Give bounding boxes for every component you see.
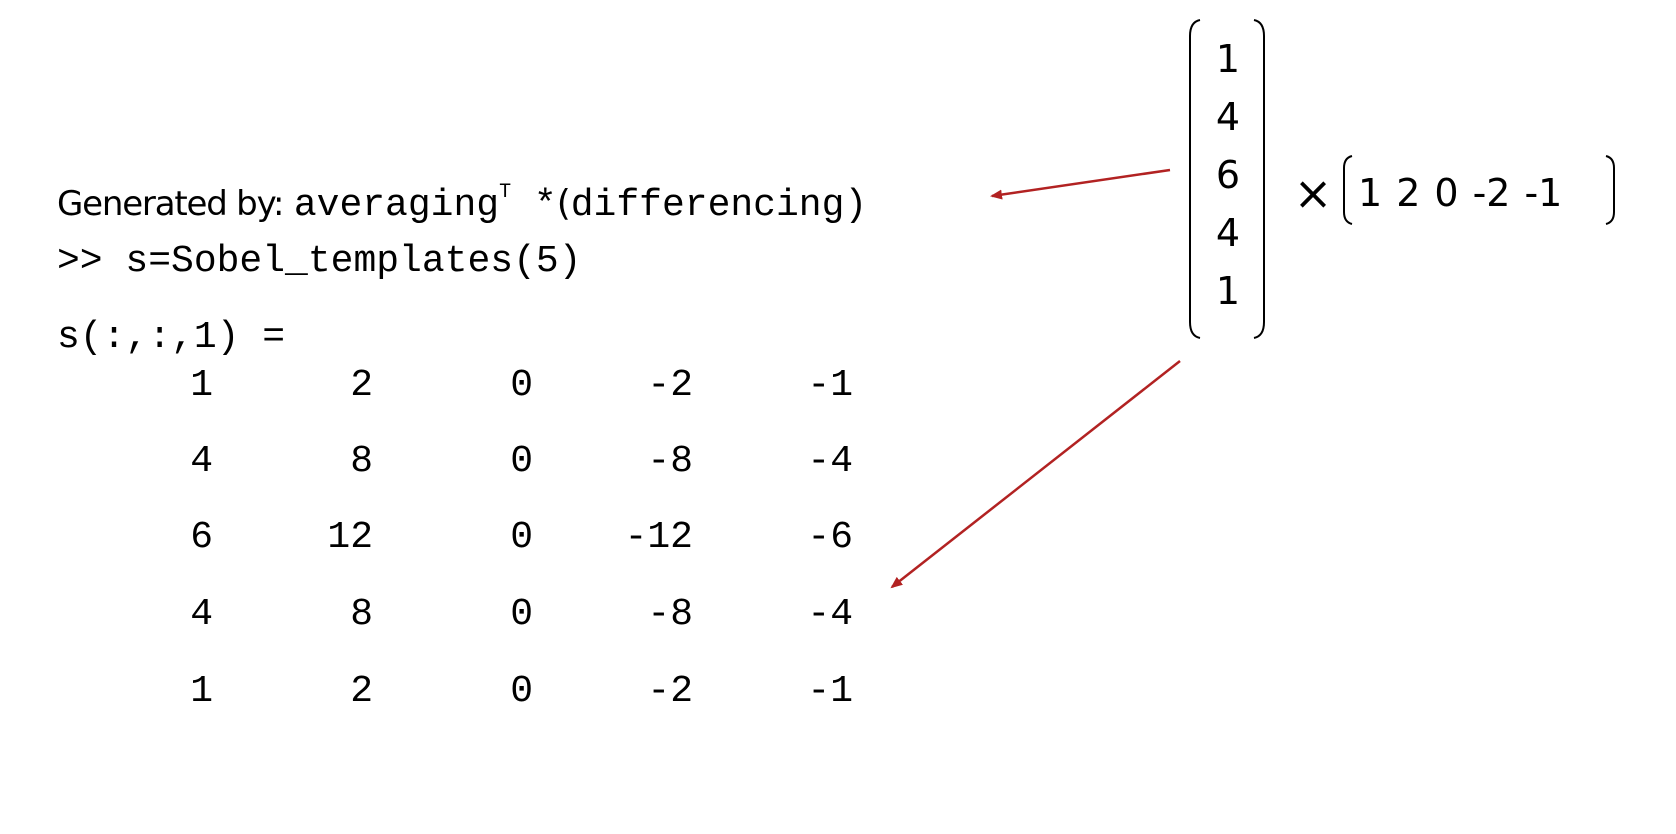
matrix-cell: 4	[190, 593, 213, 636]
matrix-cell: -12	[624, 516, 693, 559]
arrow-to-matrix	[890, 360, 1181, 589]
row-vector-entry: 2	[1396, 171, 1421, 215]
matrix-cell: 0	[510, 593, 533, 636]
column-vector-entry: 1	[1215, 269, 1241, 313]
matrix-cell: -8	[647, 440, 693, 483]
transpose-superscript: T	[499, 181, 512, 204]
matrix-cell: 4	[190, 440, 213, 483]
row-vector: 1 2 0 -2 -1	[1352, 166, 1576, 220]
matrix-cell: -2	[647, 670, 693, 713]
matrix-cell: 0	[510, 440, 533, 483]
generated-by-label: Generated by:	[57, 184, 284, 224]
row-vector-entry: 1	[1358, 171, 1383, 215]
column-vector-right-bracket	[1253, 19, 1265, 339]
matrix-cell: -1	[807, 670, 853, 713]
open-paren: (	[556, 183, 571, 224]
matrix-cell: -4	[807, 440, 853, 483]
matrix-cell: 8	[350, 593, 373, 636]
matrix-cell: 8	[350, 440, 373, 483]
differencing-term: differencing)	[570, 184, 868, 227]
column-vector-left-bracket	[1189, 19, 1201, 339]
row-vector-left-bracket	[1343, 155, 1353, 225]
generated-by-line: Generated by: averagingT *(differencing)	[57, 178, 867, 228]
generated-by-expression: averagingT *(differencing)	[293, 181, 868, 227]
matrix-cell: 0	[510, 670, 533, 713]
row-vector-entry: -1	[1524, 171, 1563, 215]
matrix-cell: 0	[510, 516, 533, 559]
command-line: >> s=Sobel_templates(5)	[57, 240, 582, 283]
column-vector-entry: 4	[1215, 95, 1241, 139]
row-vector-right-bracket	[1605, 155, 1615, 225]
times-symbol: ×	[1293, 166, 1333, 220]
column-vector-entry: 4	[1215, 211, 1241, 255]
row-vector-entry: 0	[1434, 171, 1459, 215]
matrix-cell: -6	[807, 516, 853, 559]
matrix-cell: -1	[807, 364, 853, 407]
column-vector-entry: 6	[1215, 153, 1241, 197]
matrix-cell: -2	[647, 364, 693, 407]
matrix-cell: 1	[190, 364, 213, 407]
row-vector-entry: -2	[1472, 171, 1511, 215]
matrix-cell: 2	[350, 670, 373, 713]
column-vector-entry: 1	[1215, 37, 1241, 81]
matrix-cell: 2	[350, 364, 373, 407]
matrix-cell: 1	[190, 670, 213, 713]
matrix-cell: -8	[647, 593, 693, 636]
averaging-term: averaging	[293, 184, 500, 227]
matrix-cell: 0	[510, 364, 533, 407]
matrix-cell: 6	[190, 516, 213, 559]
matrix-cell: 12	[327, 516, 373, 559]
matrix-cell: -4	[807, 593, 853, 636]
arrow-to-expression	[990, 168, 1171, 200]
variable-label: s(:,:,1) =	[57, 316, 286, 359]
multiply-operator: *	[511, 184, 557, 227]
